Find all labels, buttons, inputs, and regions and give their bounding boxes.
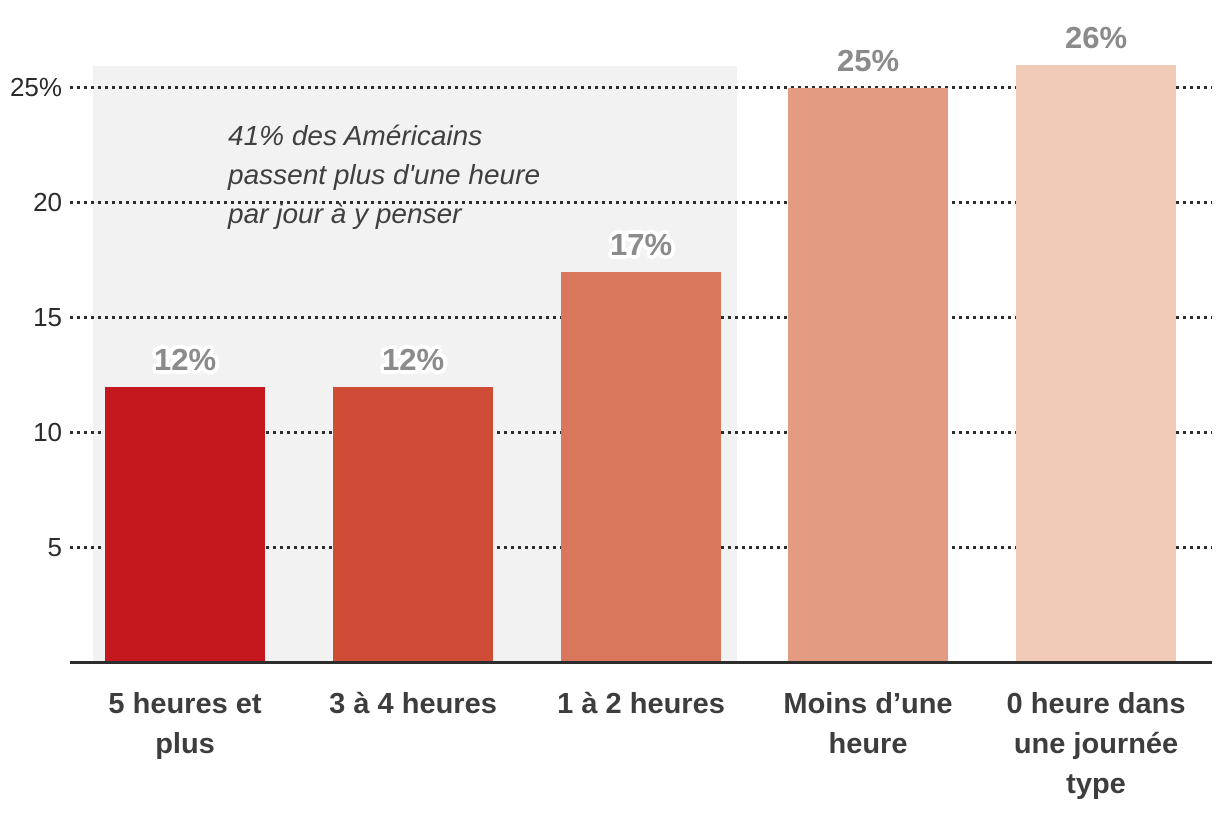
x-category-label-3: 1 à 2 heures [557,688,725,720]
x-category-label-4: Moins d’une heure [783,688,953,760]
x-category-label-5: 0 heure dans une journée type [1006,688,1186,800]
bar-value-label-3: 17% [609,227,673,262]
bar-1 [105,387,265,663]
x-category-label-1: 5 heures et plus [108,688,262,760]
bar-3 [561,272,721,663]
bar-value-label-2: 12% [381,342,445,377]
bar-5 [1016,65,1176,663]
bar-2 [333,387,493,663]
bar-value-label-4: 25% [836,43,900,78]
gridline-20 [70,201,1212,204]
y-tick-label-20: 20 [33,187,62,217]
y-tick-label-15: 15 [33,302,62,332]
y-tick-label-25: 25% [9,72,62,102]
bar-value-label-1: 12% [153,342,217,377]
y-tick-label-5: 5 [47,532,62,562]
bar-4 [788,88,948,663]
x-category-label-2: 3 à 4 heures [329,688,497,720]
y-tick-label-10: 10 [33,417,62,447]
chart-annotation: 41% des Américains passent plus d'une he… [228,120,541,229]
bar-value-label-5: 26% [1064,20,1128,55]
x-axis-line [70,661,1212,664]
gridline-25 [70,86,1212,89]
